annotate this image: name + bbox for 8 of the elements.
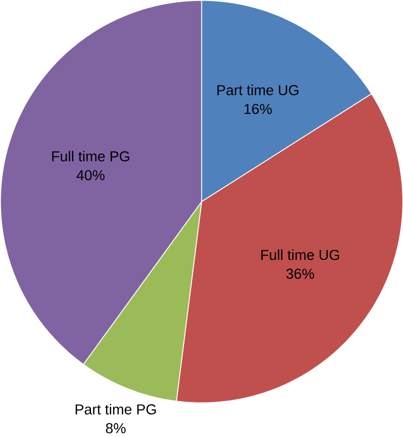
data-label: 40% <box>76 170 104 180</box>
data-label: 16% <box>244 104 272 114</box>
slice-label: Full time PG <box>52 150 130 162</box>
slice-label: Part time PG <box>76 404 156 414</box>
data-label: 8% <box>106 423 126 434</box>
slice-label: Full time UG <box>261 249 339 260</box>
data-label: 36% <box>286 268 314 279</box>
slice-label: Part time UG <box>217 84 298 96</box>
